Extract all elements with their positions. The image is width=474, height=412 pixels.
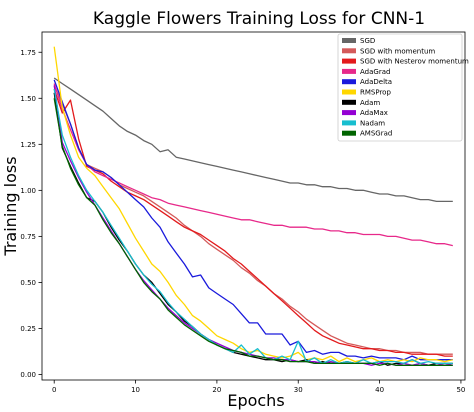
legend-label-sgd-with-momentum: SGD with momentum [360,47,435,55]
plot-frame [41,31,466,381]
legend-swatch-adagrad [342,68,356,74]
legend-label-amsgrad: AMSGrad [360,130,392,138]
y-tick-label: 1.25 [20,141,36,149]
y-tick-label: 0.50 [20,279,36,287]
legend-label-adagrad: AdaGrad [360,68,390,76]
legend: SGD SGD with momentum SGD with Nesterov mo… [337,33,469,142]
series-line-adadelta [53,79,453,361]
legend-label-adam: Adam [360,99,380,107]
y-tick-label: 0.00 [20,371,36,379]
plot-area [53,46,453,366]
legend-swatch-nadam [342,120,356,126]
x-axis: 0 10 20 30 40 50 [52,380,465,394]
x-tick-label: 30 [294,386,303,394]
legend-label-sgd: SGD [360,37,375,45]
legend-label-adamax: AdaMax [360,109,388,117]
y-tick-label: 1.75 [20,49,36,57]
y-tick-label: 0.25 [20,325,36,333]
legend-swatch-adamax [342,110,356,116]
x-tick-label: 50 [456,386,465,394]
series-line-sgd [53,77,453,203]
y-axis-title: Training loss [1,156,20,256]
legend-label-rmsprop: RMSProp [360,89,391,97]
x-tick-label: 40 [375,386,384,394]
legend-box [337,33,463,142]
legend-label-nadam: Nadam [360,119,385,127]
series-line-nadam [53,88,453,365]
y-tick-label: 1.00 [20,187,36,195]
y-tick-label: 1.50 [20,95,36,103]
legend-swatch-amsgrad [342,130,356,136]
series-line-adagrad [53,83,453,247]
x-axis-title: Epochs [227,391,284,410]
legend-swatch-rmsprop [342,89,356,95]
chart-title: Kaggle Flowers Training Loss for CNN-1 [93,9,425,29]
x-tick-label: 0 [52,386,56,394]
y-tick-label: 0.75 [20,233,36,241]
legend-swatch-sgd [342,38,356,43]
legend-label-sgd-with-nesterov-momentum: SGD with Nesterov momentum [360,58,469,66]
legend-label-adadelta: AdaDelta [360,78,392,86]
legend-swatch-adadelta [342,79,356,85]
series-line-adam [53,92,453,366]
y-axis: 0.00 0.25 0.50 0.75 1.00 1.25 1.50 1.75 [20,49,42,379]
x-tick-label: 10 [131,386,140,394]
legend-swatch-adam [342,99,356,105]
x-tick-label: 20 [212,386,221,394]
legend-swatch-sgd-with-momentum [342,48,356,54]
series-line-sgd-with-nesterov-momentum [53,88,453,357]
legend-swatch-sgd-with-nesterov-momentum [342,58,356,64]
series-line-amsgrad [53,98,453,366]
